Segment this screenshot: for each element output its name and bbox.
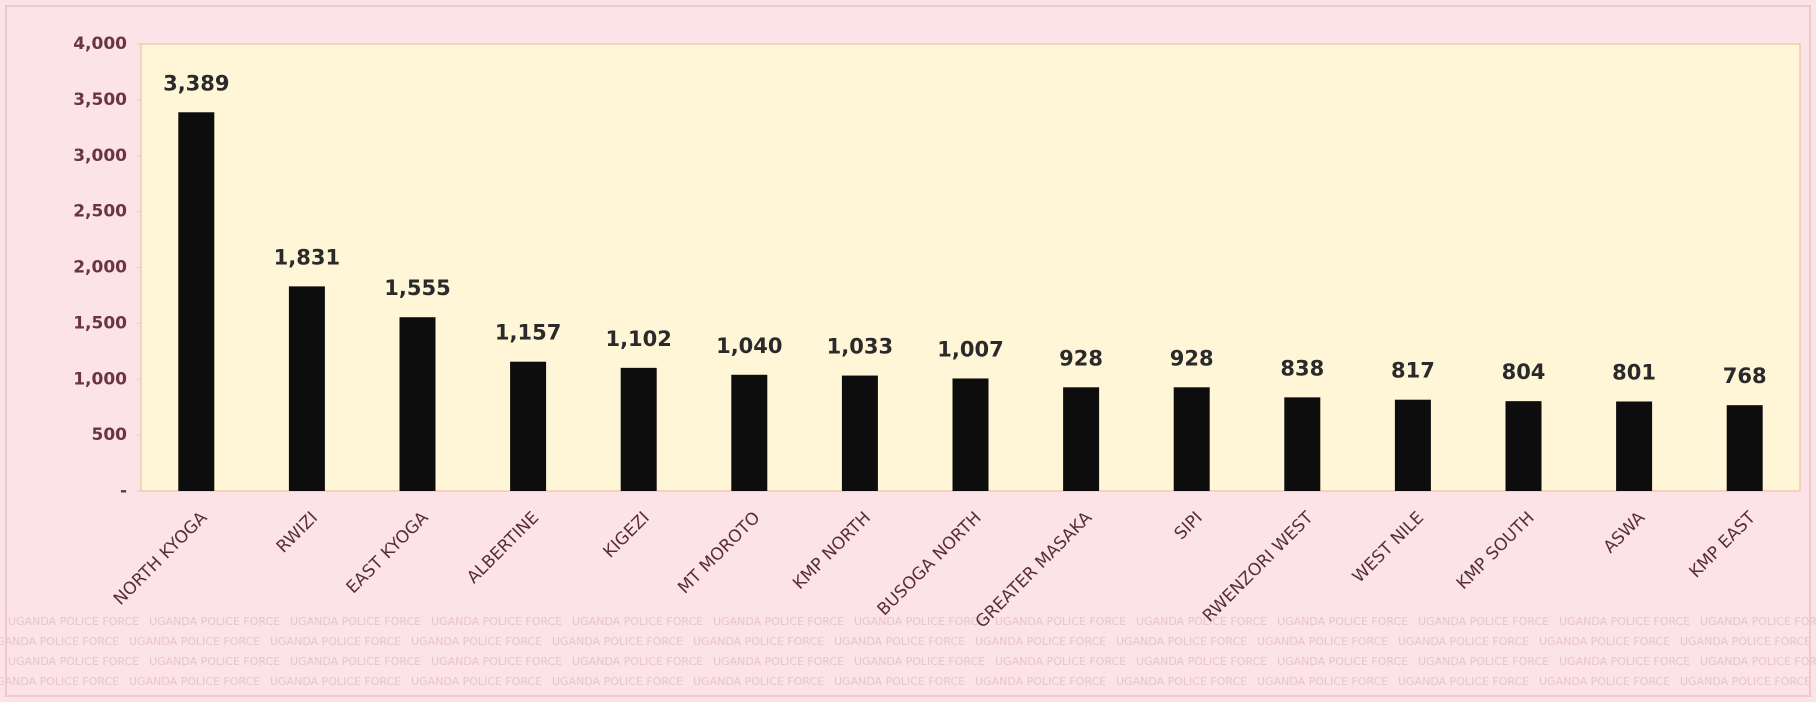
y-tick-label: 1,500 (73, 313, 127, 333)
y-tick-label: 4,000 (73, 34, 127, 54)
watermark: UGANDA POLICE FORCE (270, 675, 401, 688)
value-label: 1,102 (605, 327, 671, 351)
watermark: UGANDA POLICE FORCE (411, 635, 542, 648)
watermark: UGANDA POLICE FORCE (713, 655, 844, 668)
watermark: UGANDA POLICE FORCE (713, 615, 844, 628)
bar (1284, 397, 1321, 491)
value-label: 1,033 (827, 335, 893, 359)
watermark: UGANDA POLICE FORCE (1559, 655, 1690, 668)
value-label: 1,007 (937, 337, 1003, 361)
value-label: 838 (1280, 356, 1324, 380)
bar (731, 374, 768, 491)
y-tick-label: 1,000 (73, 369, 127, 389)
watermark: UGANDA POLICE FORCE (834, 635, 965, 648)
value-label: 1,040 (716, 334, 782, 358)
watermark: UGANDA POLICE FORCE (854, 615, 985, 628)
watermark: UGANDA POLICE FORCE (1559, 615, 1690, 628)
watermark: UGANDA POLICE FORCE (1277, 655, 1408, 668)
watermark: UGANDA POLICE FORCE (1680, 635, 1811, 648)
watermark: UGANDA POLICE FORCE (572, 655, 703, 668)
watermark: UGANDA POLICE FORCE (0, 675, 119, 688)
watermark: UGANDA POLICE FORCE (1539, 635, 1670, 648)
bar (178, 112, 215, 492)
value-label: 1,555 (384, 276, 450, 300)
watermark: UGANDA POLICE FORCE (129, 675, 260, 688)
watermark: UGANDA POLICE FORCE (995, 615, 1126, 628)
watermark: UGANDA POLICE FORCE (1700, 655, 1816, 668)
watermark: UGANDA POLICE FORCE (854, 655, 985, 668)
watermark: UGANDA POLICE FORCE (1277, 615, 1408, 628)
value-label: 801 (1612, 360, 1656, 384)
watermark: UGANDA POLICE FORCE (552, 635, 683, 648)
bar (1616, 401, 1653, 491)
watermark: UGANDA POLICE FORCE (1680, 675, 1811, 688)
watermark: UGANDA POLICE FORCE (290, 655, 421, 668)
watermark: UGANDA POLICE FORCE (834, 675, 965, 688)
y-tick-label: 2,500 (73, 202, 127, 222)
watermark: UGANDA POLICE FORCE (149, 615, 280, 628)
watermark: UGANDA POLICE FORCE (995, 655, 1126, 668)
watermark: UGANDA POLICE FORCE (1398, 635, 1529, 648)
value-label: 768 (1723, 364, 1767, 388)
watermark: UGANDA POLICE FORCE (1257, 635, 1388, 648)
watermark: UGANDA POLICE FORCE (1418, 655, 1549, 668)
watermark: UGANDA POLICE FORCE (1257, 675, 1388, 688)
y-tick-label: 500 (92, 425, 128, 445)
bar (288, 286, 325, 491)
watermark: UGANDA POLICE FORCE (975, 635, 1106, 648)
watermark: UGANDA POLICE FORCE (975, 675, 1106, 688)
watermark: UGANDA POLICE FORCE (1116, 675, 1247, 688)
watermark: UGANDA POLICE FORCE (0, 635, 119, 648)
watermark: UGANDA POLICE FORCE (693, 675, 824, 688)
bar (399, 317, 436, 491)
bar (1063, 387, 1100, 491)
watermark: UGANDA POLICE FORCE (411, 675, 542, 688)
watermark: UGANDA POLICE FORCE (1116, 635, 1247, 648)
value-label: 804 (1502, 360, 1546, 384)
watermark: UGANDA POLICE FORCE (572, 615, 703, 628)
watermark: UGANDA POLICE FORCE (693, 635, 824, 648)
watermark: UGANDA POLICE FORCE (149, 655, 280, 668)
bar (1726, 405, 1763, 491)
bar (841, 375, 878, 491)
watermark: UGANDA POLICE FORCE (1136, 655, 1267, 668)
y-tick-label: 3,000 (73, 146, 127, 166)
watermark: UGANDA POLICE FORCE (1418, 615, 1549, 628)
bar (1173, 387, 1210, 491)
y-tick-label: 3,500 (73, 90, 127, 110)
bar (1505, 401, 1542, 491)
value-label: 3,389 (163, 71, 229, 95)
bar (952, 378, 989, 491)
bar (510, 361, 547, 491)
watermark: UGANDA POLICE FORCE (1539, 675, 1670, 688)
watermark: UGANDA POLICE FORCE (270, 635, 401, 648)
y-tick-label: - (120, 481, 127, 501)
value-label: 1,831 (274, 245, 340, 269)
y-tick-label: 2,000 (73, 258, 127, 278)
watermark: UGANDA POLICE FORCE (8, 655, 139, 668)
watermark: UGANDA POLICE FORCE (1700, 615, 1816, 628)
value-label: 1,157 (495, 321, 561, 345)
watermark: UGANDA POLICE FORCE (8, 615, 139, 628)
bar (1394, 399, 1431, 491)
watermark: UGANDA POLICE FORCE (552, 675, 683, 688)
value-label: 928 (1170, 346, 1214, 370)
watermark: UGANDA POLICE FORCE (1136, 615, 1267, 628)
watermark: UGANDA POLICE FORCE (431, 655, 562, 668)
value-label: 817 (1391, 359, 1435, 383)
value-label: 928 (1059, 346, 1103, 370)
watermark: UGANDA POLICE FORCE (1398, 675, 1529, 688)
watermark: UGANDA POLICE FORCE (431, 615, 562, 628)
watermark: UGANDA POLICE FORCE (129, 635, 260, 648)
watermark: UGANDA POLICE FORCE (290, 615, 421, 628)
bar (620, 367, 657, 491)
